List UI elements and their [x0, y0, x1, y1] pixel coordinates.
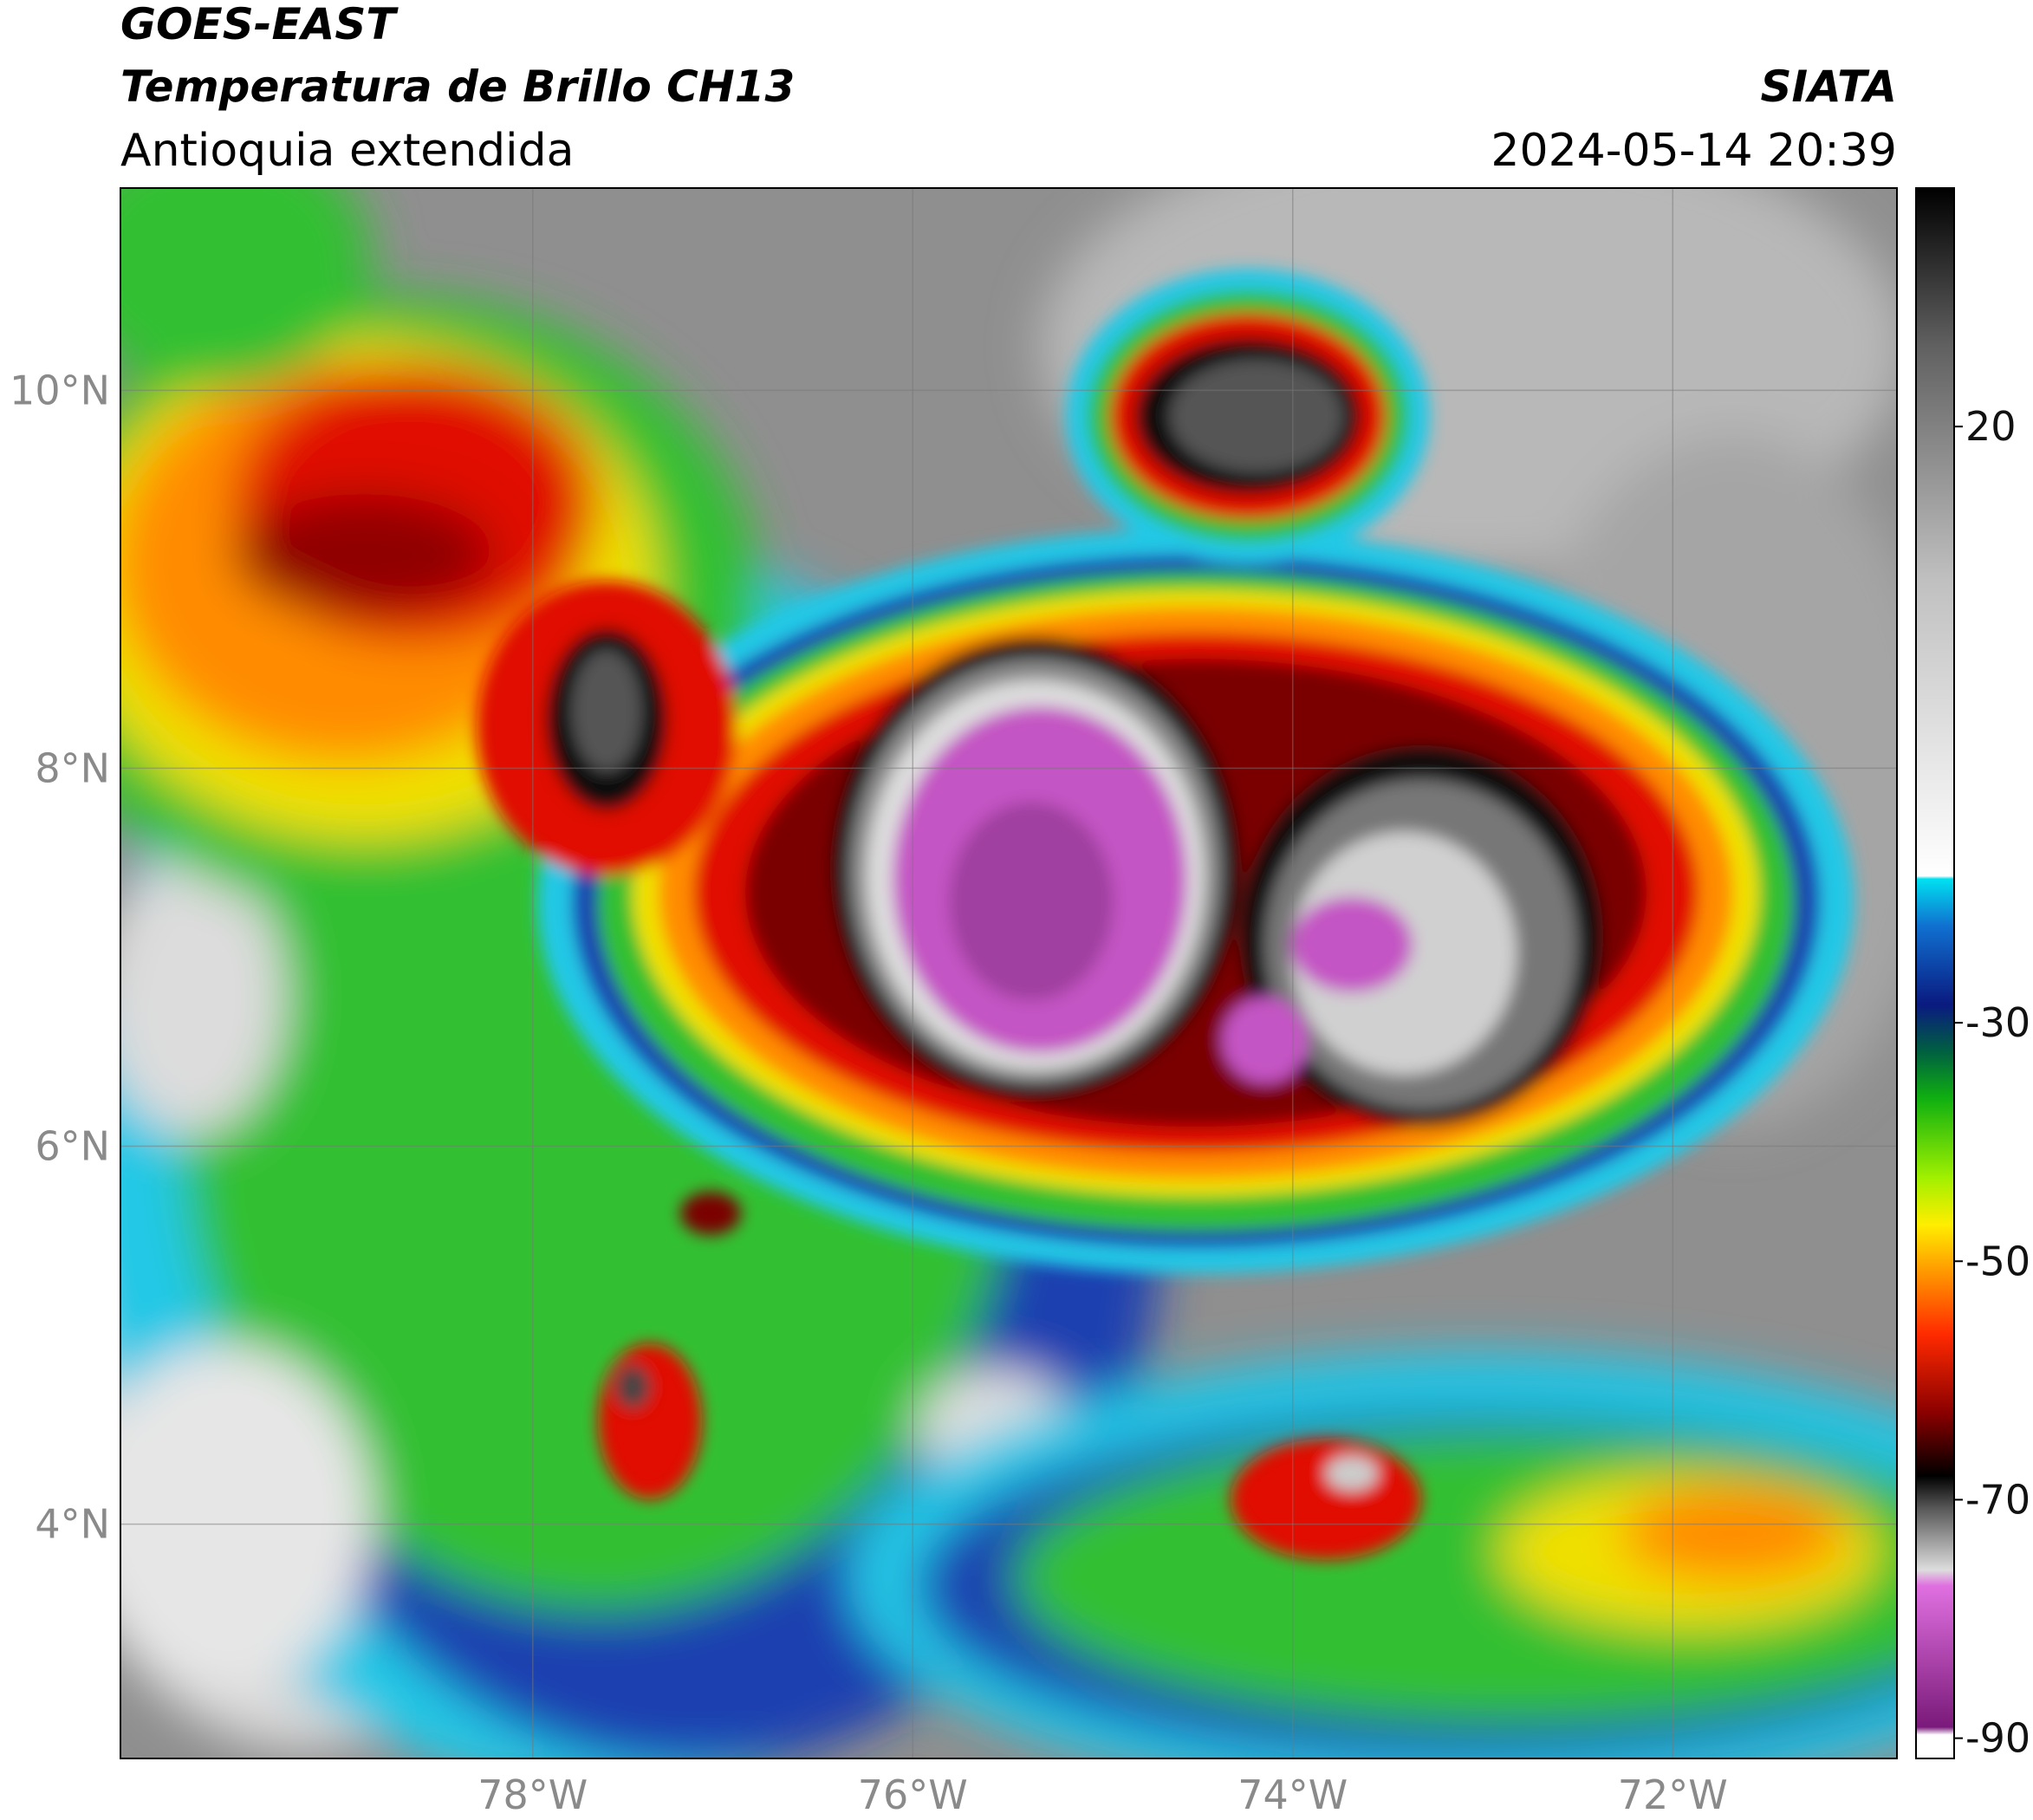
satellite-image	[120, 188, 1897, 1758]
colorbar-tick-label: -90	[1965, 1715, 2030, 1762]
colorbar-tick-label: -70	[1965, 1476, 2030, 1523]
cloud-cell	[615, 1365, 650, 1408]
cloud-cell	[949, 802, 1114, 1001]
y-tick-label: 8°N	[35, 744, 110, 791]
title: GOES-EAST	[120, 0, 399, 49]
cloud-cell	[680, 1192, 741, 1235]
region: Antioquia extendida	[120, 125, 575, 177]
storm-cells	[477, 269, 1854, 1560]
cloud-cell	[1170, 360, 1343, 472]
cloud	[120, 1343, 373, 1690]
colorbar	[1915, 187, 1955, 1759]
x-tick-label: 72°W	[1618, 1771, 1728, 1818]
cloud	[120, 858, 286, 1135]
cloud-cell	[572, 650, 641, 771]
cloud-cell	[1231, 1439, 1421, 1560]
y-tick-label: 4°N	[35, 1501, 110, 1548]
subtitle: Temperatura de Brillo CH13	[120, 62, 795, 112]
grid	[120, 188, 1897, 1758]
x-tick-label: 78°W	[477, 1771, 588, 1818]
map-frame	[120, 187, 1898, 1759]
cloud-cell	[598, 1343, 702, 1499]
colorbar-tick-label: -30	[1965, 999, 2030, 1046]
cloud-cell	[1291, 897, 1413, 992]
y-tick-label: 10°N	[10, 367, 110, 413]
cloud-cell	[1326, 1456, 1378, 1491]
x-tick-label: 74°W	[1237, 1771, 1348, 1818]
axes: 78°W 76°W 74°W 72°W 4°N 6°N 8°N 10°N 20 -30 -50 -70…	[10, 367, 2030, 1818]
colorbar-tick-label: -50	[1965, 1238, 2030, 1284]
cloud-cell	[1222, 997, 1309, 1083]
cloud	[1621, 1486, 1846, 1582]
colorbar-tick-label: 20	[1965, 403, 2017, 450]
y-tick-label: 6°N	[35, 1123, 110, 1170]
datetime: 2024-05-14 20:39	[1491, 125, 1897, 177]
cloud	[234, 494, 494, 615]
x-tick-label: 76°W	[858, 1771, 968, 1818]
source: SIATA	[1761, 62, 1897, 112]
cloud	[120, 188, 373, 390]
